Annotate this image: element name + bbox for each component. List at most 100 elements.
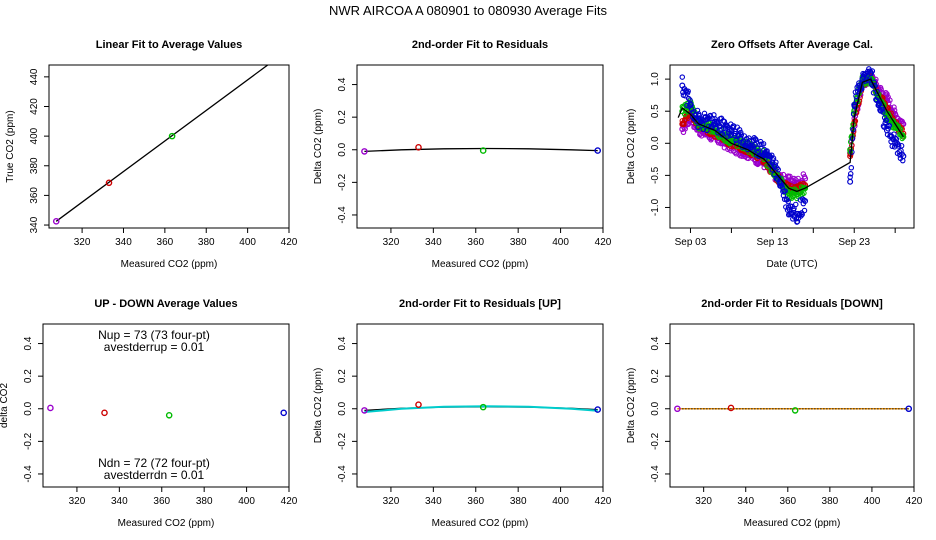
x-tick-label: Sep 13 xyxy=(756,237,788,248)
x-tick-label: 400 xyxy=(864,496,881,507)
data-point xyxy=(773,159,779,165)
x-tick-label: 360 xyxy=(467,237,484,248)
data-point xyxy=(698,133,705,139)
x-tick-label: 400 xyxy=(239,237,256,248)
y-tick-label: 0.0 xyxy=(650,401,661,415)
y-axis-label: Delta CO2 (ppm) xyxy=(313,109,324,185)
data-point xyxy=(801,207,808,214)
data-point xyxy=(785,204,792,211)
y-axis-label: Delta CO2 (ppm) xyxy=(626,368,637,444)
data-point xyxy=(802,175,809,182)
data-point xyxy=(848,164,855,171)
panel-p3: Zero Offsets After Average Cal. Sep 03 Sep… xyxy=(626,39,915,270)
data-point xyxy=(361,148,368,155)
data-point xyxy=(761,146,768,153)
data-point xyxy=(594,147,601,154)
y-tick-label: -0.2 xyxy=(23,432,34,450)
data-point xyxy=(883,89,889,96)
x-tick-label: 400 xyxy=(552,496,569,507)
data-point xyxy=(900,133,907,140)
y-tick-label: 360 xyxy=(29,187,40,204)
data-point xyxy=(730,123,737,129)
data-point xyxy=(674,405,681,413)
y-tick-label: 0.0 xyxy=(337,142,348,156)
data-layer xyxy=(361,144,601,155)
data-point xyxy=(880,109,886,115)
data-point xyxy=(754,145,761,152)
figure-title: NWR AIRCOA A 080901 to 080930 Average Fi… xyxy=(329,3,607,18)
data-point xyxy=(712,121,719,128)
panel-title: 2nd-order Fit to Residuals [UP] xyxy=(399,298,561,310)
x-tick-label: 420 xyxy=(595,496,612,507)
data-point xyxy=(727,404,735,412)
y-tick-label: 1.0 xyxy=(650,72,661,86)
y-tick-label: 0.4 xyxy=(650,336,661,350)
data-point xyxy=(281,51,286,56)
y-tick-label: -0.2 xyxy=(650,432,661,450)
data-point xyxy=(679,74,686,80)
data-layer xyxy=(47,404,287,419)
panel-p5: 2nd-order Fit to Residuals [UP] 320 340 360… xyxy=(313,298,612,529)
annotation-down: Ndn = 72 (72 four-pt) xyxy=(98,456,210,470)
x-tick-label: 320 xyxy=(74,237,91,248)
data-point xyxy=(887,132,894,138)
plot-frame xyxy=(356,64,604,229)
data-point xyxy=(744,140,751,147)
data-point xyxy=(687,101,694,108)
data-point xyxy=(679,121,686,128)
panel-p2: 2nd-order Fit to Residuals 320 340 360 380 40… xyxy=(313,39,612,270)
data-point xyxy=(769,159,776,166)
data-point xyxy=(799,211,805,218)
x-tick-label: 320 xyxy=(383,496,400,507)
y-tick-label: 0.0 xyxy=(337,401,348,415)
panel-title: UP - DOWN Average Values xyxy=(94,298,237,310)
x-tick-label: 360 xyxy=(467,496,484,507)
data-point xyxy=(415,144,422,151)
x-tick-label: 420 xyxy=(281,496,298,507)
data-point xyxy=(746,135,752,141)
y-tick-label: -0.2 xyxy=(337,173,348,191)
panel-title: Zero Offsets After Average Cal. xyxy=(711,39,873,51)
data-point xyxy=(728,127,735,134)
x-tick-label: 340 xyxy=(737,496,754,507)
x-axis-label: Measured CO2 (ppm) xyxy=(432,518,529,529)
x-tick-label: 420 xyxy=(281,237,298,248)
data-point xyxy=(757,141,763,148)
y-axis-label: Delta CO2 (ppm) xyxy=(626,109,637,185)
x-tick-label: Sep 23 xyxy=(838,237,870,248)
x-tick-label: 340 xyxy=(425,237,442,248)
data-point xyxy=(738,132,745,138)
x-axis-label: Measured CO2 (ppm) xyxy=(121,259,218,270)
x-tick-label: 360 xyxy=(157,237,174,248)
data-point xyxy=(793,191,800,198)
y-tick-label: -0.4 xyxy=(650,465,661,483)
y-tick-label: 400 xyxy=(29,127,40,144)
fit-line xyxy=(677,78,904,193)
y-tick-label: -0.4 xyxy=(23,465,34,483)
series-blue xyxy=(679,66,907,225)
data-point xyxy=(791,407,799,414)
y-tick-label: 0.4 xyxy=(337,336,348,350)
data-point xyxy=(105,179,113,187)
data-point xyxy=(883,117,890,124)
panel-p4: UP - DOWN Average Values 320 340 360 380 400 4… xyxy=(0,298,298,529)
x-tick-label: 380 xyxy=(198,237,215,248)
data-point xyxy=(716,123,723,129)
x-tick-label: 420 xyxy=(906,496,923,507)
data-point xyxy=(479,147,487,154)
plot-frame xyxy=(669,64,915,229)
data-layer xyxy=(674,404,913,414)
annotation-down: avestderrdn = 0.01 xyxy=(104,468,205,482)
y-axis-label: True CO2 (ppm) xyxy=(5,110,16,182)
data-point xyxy=(47,404,54,412)
data-point xyxy=(679,82,686,89)
x-tick-label: 320 xyxy=(695,496,712,507)
data-point xyxy=(694,107,701,114)
data-point xyxy=(898,143,905,149)
data-point xyxy=(867,69,874,76)
x-axis-label: Date (UTC) xyxy=(766,259,817,270)
x-axis-label: Measured CO2 (ppm) xyxy=(432,259,529,270)
panel-title: 2nd-order Fit to Residuals xyxy=(412,39,548,51)
data-point xyxy=(905,405,913,413)
x-tick-label: 380 xyxy=(510,237,527,248)
